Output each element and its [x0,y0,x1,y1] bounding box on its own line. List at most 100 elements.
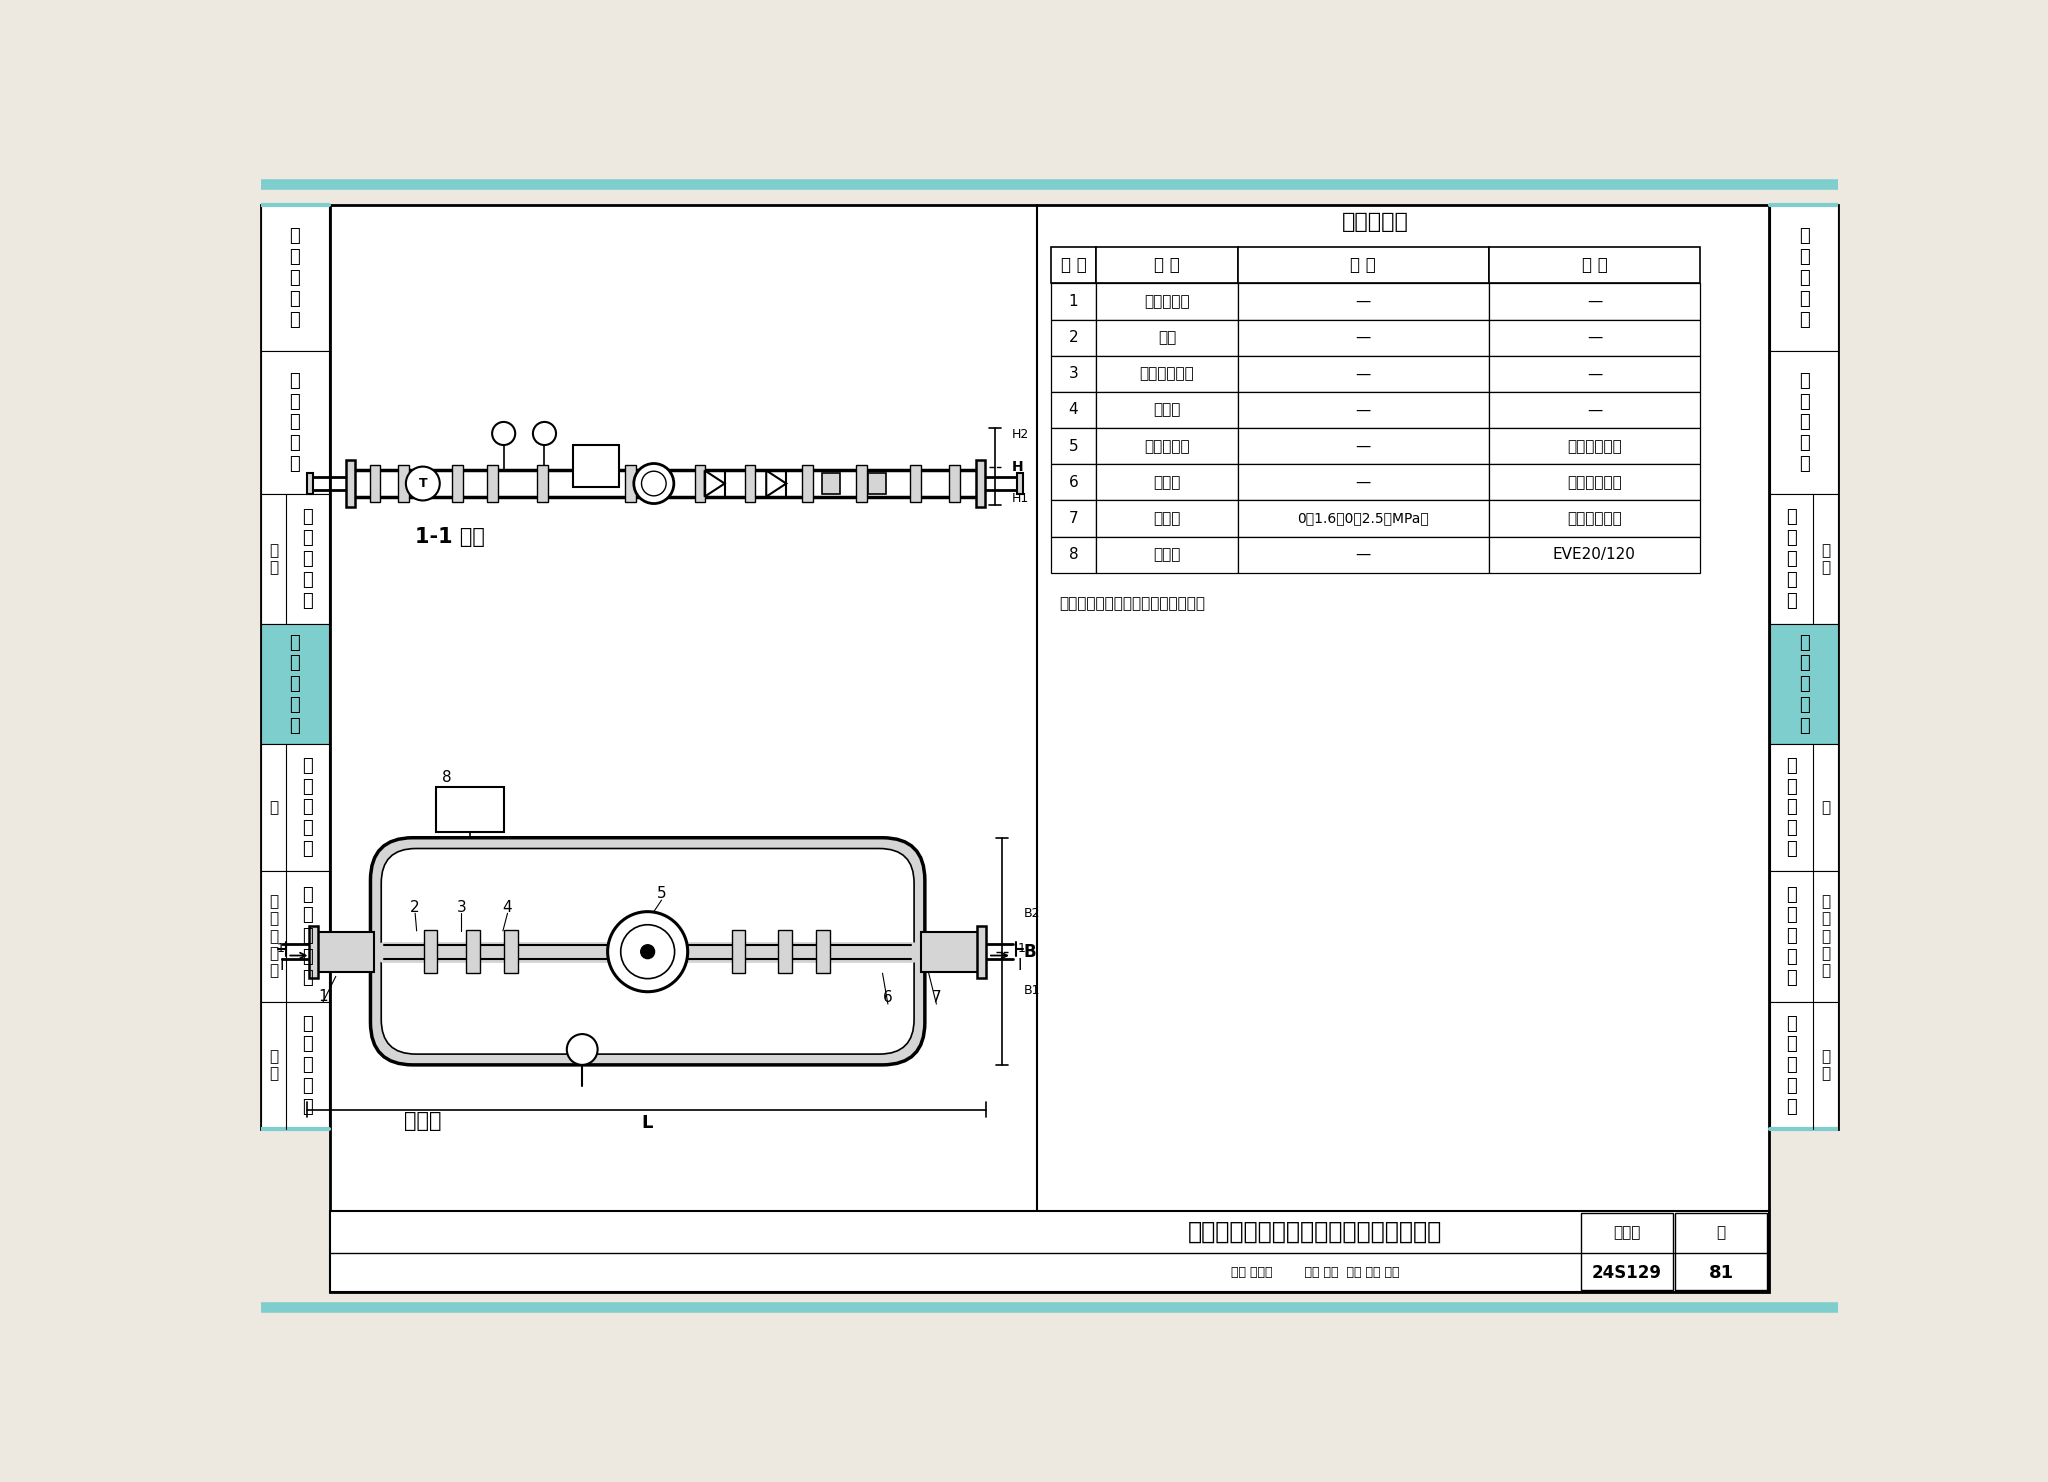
Bar [731,931,745,974]
Bar [975,461,985,507]
Text: 胶
囊
膨
胀
罐: 胶 囊 膨 胀 罐 [1786,1015,1798,1116]
Text: 立
式: 立 式 [268,1049,279,1082]
Bar [1051,247,1096,283]
Text: 生产企业配套: 生产企业配套 [1567,474,1622,491]
Bar [504,931,518,974]
Bar [1489,428,1700,464]
Text: 8: 8 [1069,547,1079,562]
Circle shape [406,467,440,501]
Text: I: I [281,957,285,974]
Text: T: T [418,477,428,491]
Bar [262,871,330,1002]
Text: —: — [1587,403,1602,418]
Text: 1: 1 [276,943,285,954]
Bar [625,465,637,502]
Text: B2: B2 [1024,907,1040,920]
Text: —: — [1356,547,1370,562]
Bar [453,465,463,502]
Bar [977,926,987,978]
Text: 6: 6 [883,990,893,1005]
Bar [1051,283,1096,320]
Bar [1051,391,1096,428]
Bar [1239,247,1489,283]
Text: 控制盘: 控制盘 [1153,547,1182,562]
Bar [1769,871,1839,1002]
Text: 1: 1 [317,988,328,1003]
Bar [1096,464,1239,501]
Text: 1: 1 [1018,943,1026,954]
Text: 4: 4 [1069,403,1079,418]
Text: 胶
囊
膨
胀
罐: 胶 囊 膨 胀 罐 [301,1015,313,1116]
Bar [346,461,354,507]
Text: 序 号: 序 号 [1061,256,1085,274]
Text: 2: 2 [410,900,420,914]
Bar [309,926,317,978]
Bar [1239,320,1489,356]
Text: 可挠橡胶接头: 可挠橡胶接头 [1139,366,1194,381]
Text: 静
态: 静 态 [1821,542,1831,575]
Text: 7: 7 [932,990,942,1005]
Bar [1096,247,1239,283]
Text: —: — [1356,474,1370,491]
Bar [1096,283,1239,320]
Text: 名 称: 名 称 [1155,256,1180,274]
Text: 81: 81 [1708,1264,1733,1282]
Text: —: — [1587,366,1602,381]
Bar [694,465,705,502]
Text: 热
水
循
环
泵: 热 水 循 环 泵 [289,633,301,735]
Text: 图集号: 图集号 [1614,1224,1640,1240]
Text: 异径管: 异径管 [1153,403,1182,418]
Text: 脉
冲
阻
垢
器: 脉 冲 阻 垢 器 [1786,757,1798,858]
Bar [397,465,410,502]
Bar [537,465,547,502]
Text: 热
水
专
用
消: 热 水 专 用 消 [268,894,279,978]
Text: 8: 8 [442,771,451,785]
Bar [1239,428,1489,464]
Bar [1096,501,1239,536]
Bar [1581,1212,1673,1291]
Bar [307,473,313,495]
Bar [778,931,793,974]
Bar [1096,320,1239,356]
Bar [262,624,330,744]
Text: 毒
灭
菌
装
置: 毒 灭 菌 装 置 [301,886,313,987]
Circle shape [567,1034,598,1066]
Text: H1: H1 [1012,492,1028,505]
Text: H: H [1012,459,1024,474]
Text: —: — [1356,330,1370,345]
Text: 静
态: 静 态 [268,542,279,575]
Bar [1769,205,1839,1129]
Bar [745,465,756,502]
Text: —: — [1356,366,1370,381]
Text: 脉
冲
阻
垢
器: 脉 冲 阻 垢 器 [301,757,313,858]
Text: 热水循环泵: 热水循环泵 [1145,439,1190,453]
Text: 1: 1 [1069,293,1079,308]
Bar [1489,356,1700,391]
Bar [262,1002,330,1129]
Text: 热
水
循
环
泵: 热 水 循 环 泵 [1798,633,1810,735]
Bar [330,1211,1769,1292]
Circle shape [492,422,516,445]
Bar [1096,536,1239,574]
Text: 立
式: 立 式 [1821,1049,1831,1082]
Bar [487,465,498,502]
Text: —: — [1356,293,1370,308]
Bar [262,205,330,351]
Text: 毒
灭
菌
装
置: 毒 灭 菌 装 置 [1786,886,1798,987]
Text: 压力表: 压力表 [1153,511,1182,526]
Text: 流
量
平
衡
阀: 流 量 平 衡 阀 [301,508,313,609]
Text: —: — [1356,439,1370,453]
Bar [1769,624,1839,744]
Text: 5: 5 [1069,439,1079,453]
Text: 系统用热水循环泵（单台加旁通）安装图: 系统用热水循环泵（单台加旁通）安装图 [1188,1220,1442,1245]
Bar [1239,501,1489,536]
Text: —: — [1587,330,1602,345]
Text: —: — [1356,403,1370,418]
Text: 温
控
循
环
阀: 温 控 循 环 阀 [1798,372,1810,473]
Bar [1051,464,1096,501]
Text: 温
控
循
环
阀: 温 控 循 环 阀 [289,372,301,473]
Bar [1769,205,1839,351]
Text: 热
水
专
用
消: 热 水 专 用 消 [1821,894,1831,978]
Bar [1769,744,1839,871]
Bar [1239,464,1489,501]
